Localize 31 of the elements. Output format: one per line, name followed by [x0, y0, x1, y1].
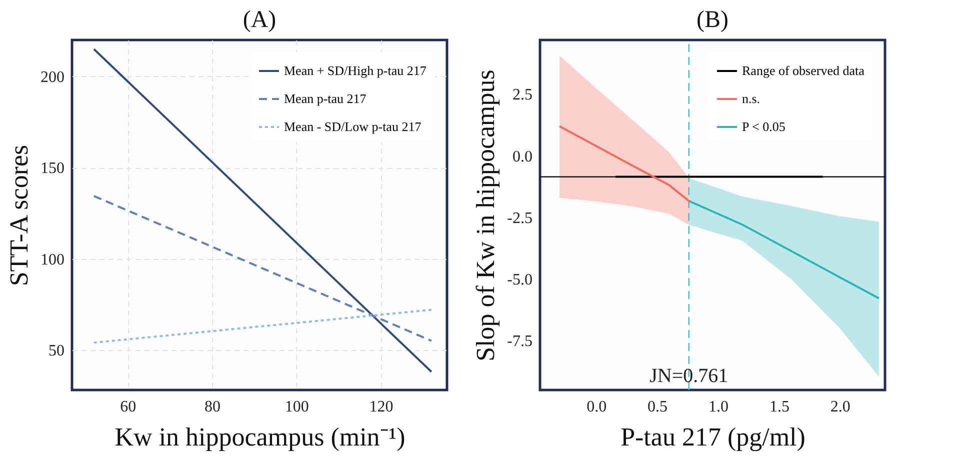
legend-label: Mean - SD/Low p-tau 217 [284, 119, 422, 134]
y-tick-label: -2.5 [507, 210, 532, 227]
x-tick-label: 2.0 [830, 398, 850, 416]
y-tick-label: 150 [40, 160, 64, 178]
legend-label: Mean p-tau 217 [284, 91, 367, 106]
x-tick-label: 60 [120, 398, 136, 416]
y-tick-label: 200 [40, 68, 64, 86]
y-tick-label: -7.5 [507, 333, 532, 350]
x-tick-label: 80 [204, 398, 221, 416]
x-tick-label: 100 [284, 398, 309, 416]
legend-label: Range of observed data [742, 63, 865, 78]
x-tick-label: 120 [369, 398, 394, 416]
y-axis-title: STT-A scores [4, 144, 34, 286]
x-tick-label: 1.0 [708, 398, 728, 416]
ref-line-label: JN=0.761 [650, 365, 728, 387]
y-tick-label: 50 [48, 342, 64, 360]
x-tick-label: 0.5 [648, 398, 668, 416]
x-tick-label: 1.5 [769, 398, 790, 416]
y-tick-label: 100 [40, 251, 64, 268]
legend-label: P < 0.05 [742, 119, 786, 134]
legend-label: n.s. [742, 91, 760, 106]
y-tick-label: 2.5 [512, 86, 532, 104]
y-tick-label: 0.0 [512, 148, 532, 166]
chart-title: (B) [696, 7, 728, 33]
chart-title: (A) [242, 7, 276, 33]
x-axis-title: Kw in hippocampus (min⁻¹) [114, 422, 406, 452]
x-axis-title: P-tau 217 (pg/ml) [620, 422, 806, 452]
legend-label: Mean + SD/High p-tau 217 [284, 63, 427, 78]
y-tick-label: -5.0 [507, 272, 532, 289]
x-tick-label: 0.0 [586, 398, 607, 416]
y-axis-title: Slop of Kw in hippocampus [471, 70, 500, 362]
